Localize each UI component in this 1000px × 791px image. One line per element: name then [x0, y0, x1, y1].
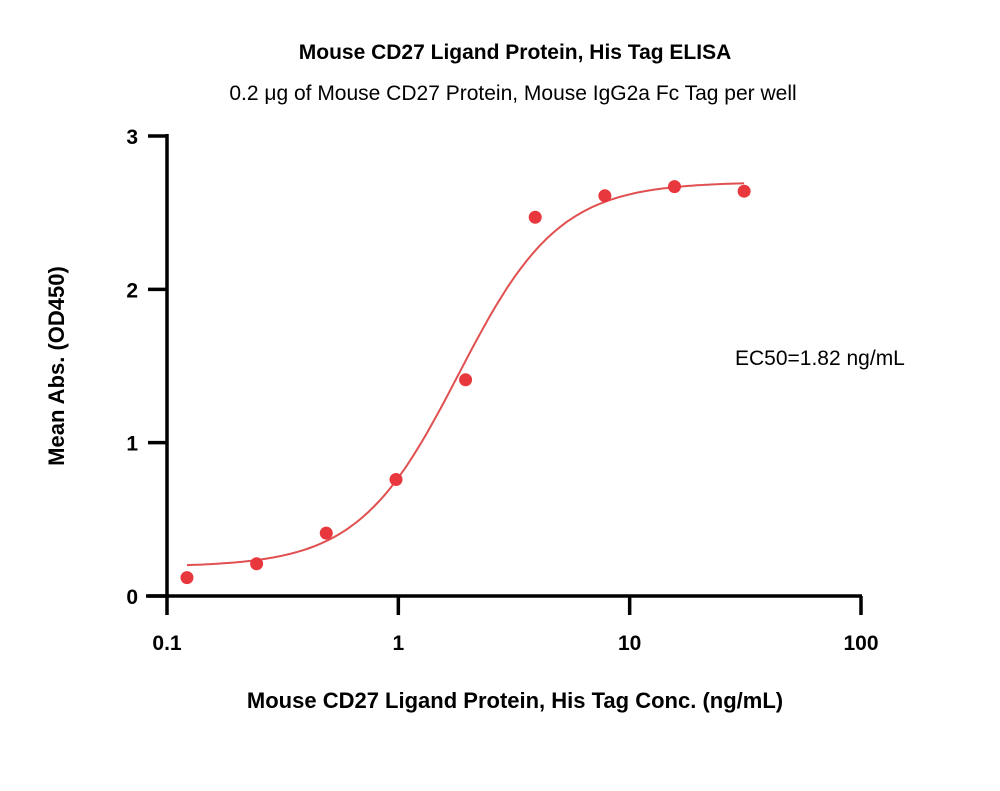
data-point: [389, 472, 403, 486]
y-tick-label: 3: [126, 126, 138, 149]
data-point: [668, 180, 682, 194]
data-point: [180, 571, 194, 585]
fit-curve: [186, 182, 745, 567]
y-tick-label: 0: [126, 586, 138, 609]
data-point: [250, 557, 264, 571]
x-tick-label: 10: [618, 632, 641, 655]
y-tick-label: 1: [126, 433, 138, 456]
chart-title: Mouse CD27 Ligand Protein, His Tag ELISA: [299, 41, 732, 64]
data-point: [319, 526, 333, 540]
data-point: [598, 189, 612, 203]
y-axis-label: Mean Abs. (OD450): [44, 266, 69, 466]
x-tick-label: 0.1: [152, 632, 182, 655]
data-point: [459, 373, 473, 387]
data-point: [737, 184, 751, 198]
x-axis-label: Mouse CD27 Ligand Protein, His Tag Conc.…: [247, 688, 783, 713]
x-tick-label: 1: [392, 632, 404, 655]
data-point: [528, 210, 542, 224]
ec50-annotation: EC50=1.82 ng/mL: [735, 347, 905, 370]
x-tick-label: 100: [843, 632, 878, 655]
chart-subtitle: 0.2 μg of Mouse CD27 Protein, Mouse IgG2…: [229, 82, 796, 105]
y-tick-label: 2: [126, 279, 138, 302]
